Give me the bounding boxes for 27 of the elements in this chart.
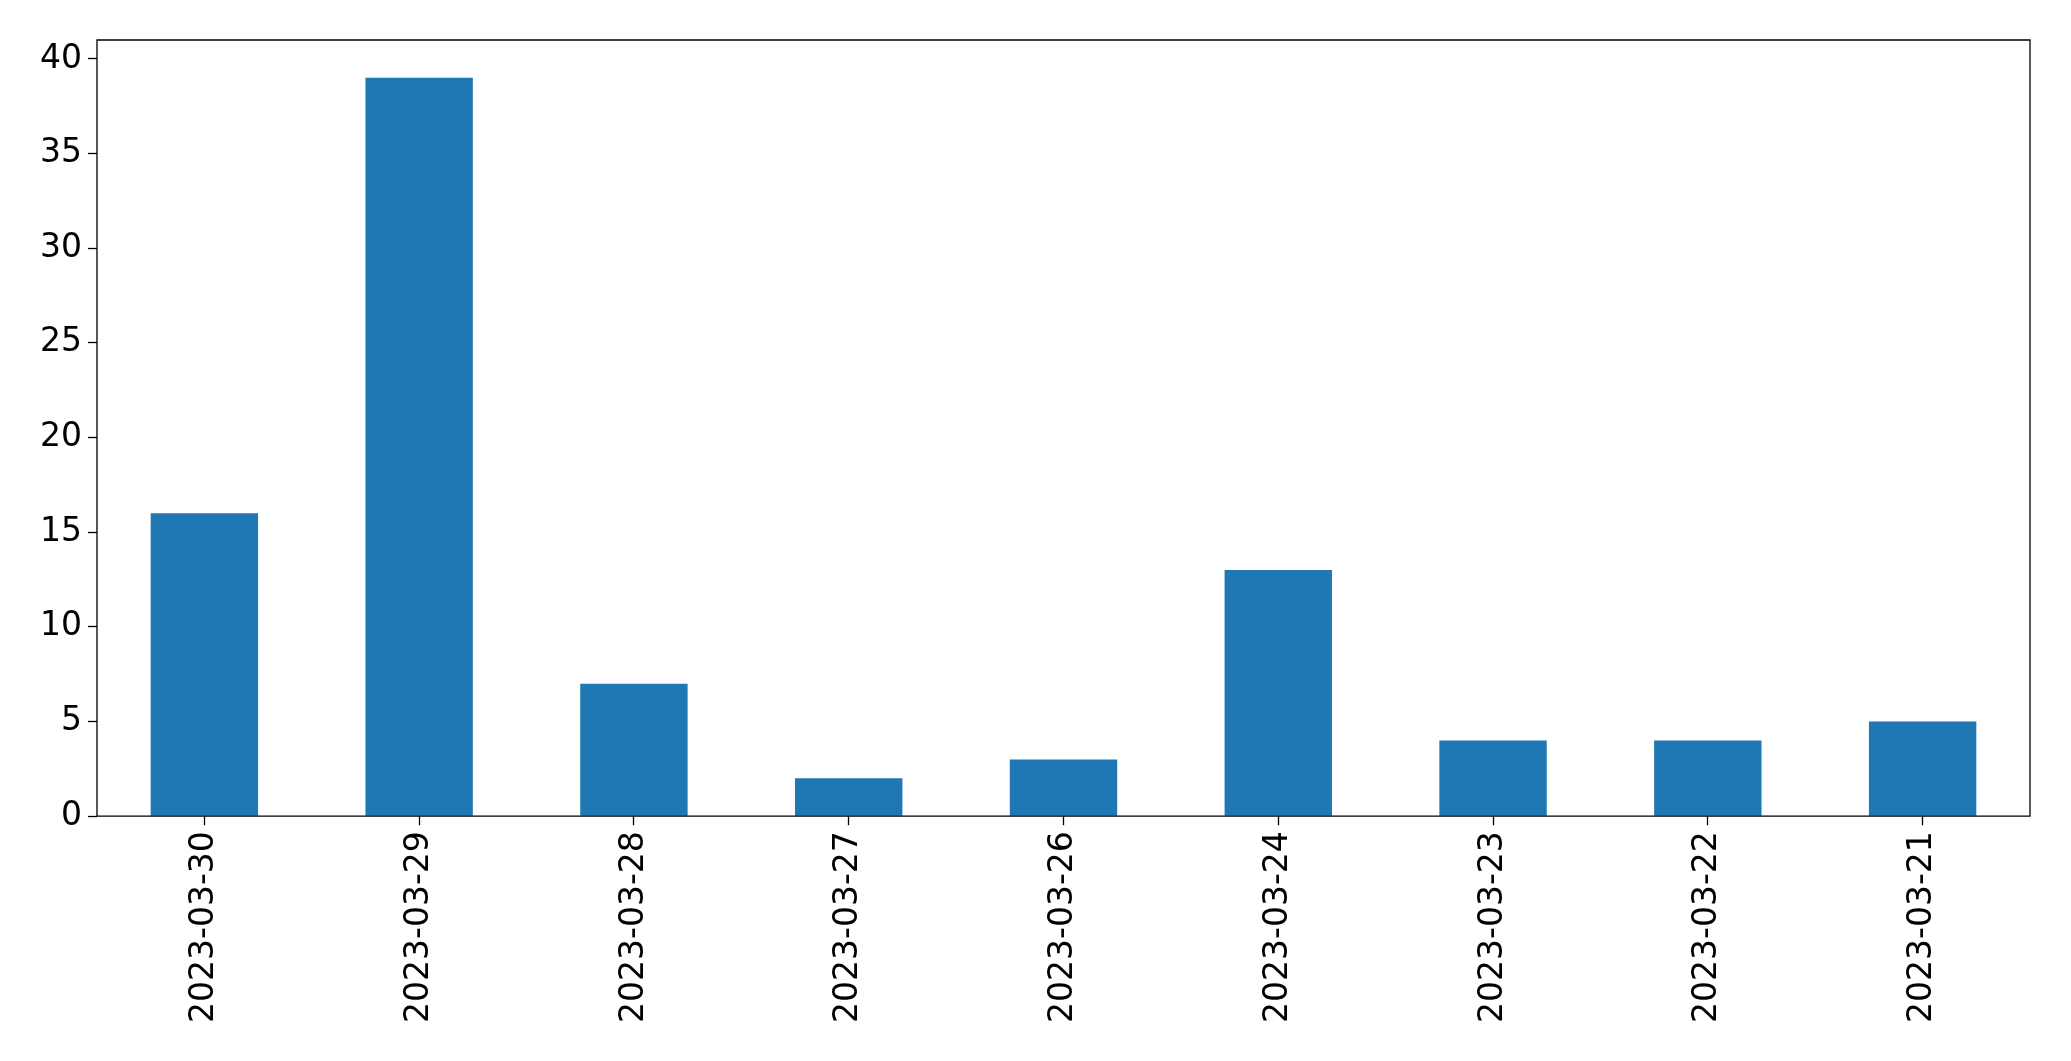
bar bbox=[1224, 570, 1332, 816]
x-tick-label: 2023-03-29 bbox=[396, 831, 436, 1023]
x-tick-label: 2023-03-28 bbox=[611, 831, 651, 1023]
bar bbox=[365, 77, 473, 816]
bar bbox=[150, 513, 259, 816]
bar bbox=[1654, 740, 1762, 816]
x-tick-label: 2023-03-24 bbox=[1255, 831, 1295, 1023]
x-tick-label: 2023-03-23 bbox=[1470, 831, 1510, 1023]
y-tick-label: 10 bbox=[39, 604, 82, 644]
y-tick-label: 0 bbox=[60, 793, 82, 833]
bar bbox=[1009, 759, 1118, 816]
bar bbox=[580, 683, 688, 816]
y-tick-label: 25 bbox=[39, 320, 82, 360]
y-tick-label: 40 bbox=[39, 36, 82, 76]
bar bbox=[1868, 721, 1977, 816]
y-tick-label: 30 bbox=[39, 225, 82, 265]
bar bbox=[1439, 740, 1547, 816]
x-tick-label: 2023-03-27 bbox=[826, 831, 866, 1023]
y-tick-label: 20 bbox=[39, 415, 82, 455]
x-tick-label: 2023-03-30 bbox=[181, 831, 221, 1023]
x-tick-label: 2023-03-22 bbox=[1685, 831, 1725, 1023]
x-tick-label: 2023-03-26 bbox=[1041, 831, 1081, 1023]
x-tick-label: 2023-03-21 bbox=[1900, 831, 1940, 1023]
y-tick-label: 35 bbox=[39, 131, 82, 171]
y-tick-label: 5 bbox=[60, 699, 82, 739]
bar bbox=[795, 778, 903, 816]
y-tick-label: 15 bbox=[39, 509, 82, 549]
